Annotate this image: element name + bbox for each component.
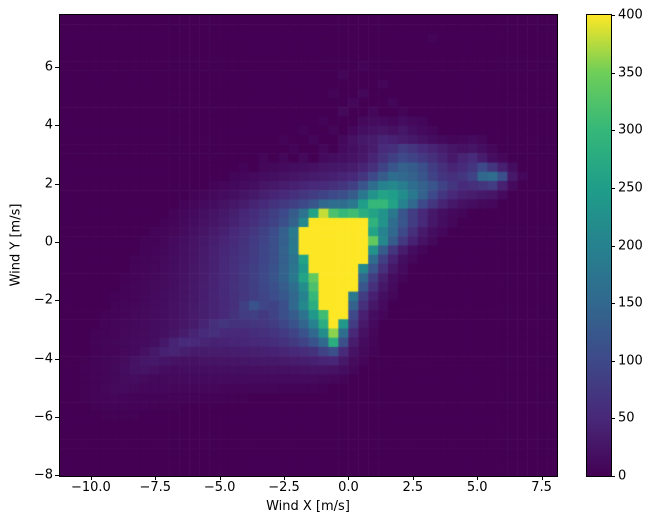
y-tick-label: −2 xyxy=(33,292,53,308)
y-tick-label: −4 xyxy=(33,351,53,367)
y-tick-label: −8 xyxy=(33,467,53,483)
x-tick-label: 0.0 xyxy=(338,480,359,495)
x-tick-mark xyxy=(541,476,543,480)
colorbar xyxy=(586,14,612,477)
x-tick-label: −2.5 xyxy=(268,480,300,495)
colorbar-tick-mark xyxy=(611,303,615,305)
y-tick-label: −6 xyxy=(33,409,53,425)
x-tick-mark xyxy=(284,476,286,480)
y-tick-label: 2 xyxy=(44,176,53,192)
colorbar-tick-mark xyxy=(611,476,615,477)
y-tick-mark xyxy=(55,300,59,302)
y-tick-label: 0 xyxy=(44,234,53,250)
heatmap-plot-area xyxy=(59,14,558,477)
colorbar-tick-mark xyxy=(611,187,615,189)
x-tick-label: 7.5 xyxy=(531,480,552,495)
x-tick-mark xyxy=(348,476,350,480)
x-tick-mark xyxy=(155,476,157,480)
colorbar-tick-label: 200 xyxy=(618,238,643,253)
colorbar-tick-label: 100 xyxy=(618,353,643,369)
x-tick-label: −7.5 xyxy=(139,480,172,495)
x-tick-mark xyxy=(219,476,221,480)
y-tick-mark xyxy=(55,358,59,360)
y-tick-mark xyxy=(55,183,59,185)
colorbar-tick-label: 150 xyxy=(618,295,643,311)
y-tick-label: 4 xyxy=(44,117,53,133)
y-tick-mark xyxy=(55,125,59,127)
x-tick-mark xyxy=(477,476,479,480)
x-tick-label: −5.0 xyxy=(203,480,236,495)
x-tick-label: −10.0 xyxy=(70,480,111,495)
colorbar-tick-mark xyxy=(611,15,615,16)
colorbar-tick-mark xyxy=(611,72,615,74)
colorbar-tick-label: 250 xyxy=(618,180,643,196)
y-tick-mark xyxy=(55,67,59,69)
colorbar-tick-mark xyxy=(611,360,615,362)
y-tick-mark xyxy=(55,416,59,418)
x-tick-label: 5.0 xyxy=(466,480,488,495)
y-tick-mark xyxy=(55,475,59,477)
y-tick-label: 6 xyxy=(44,59,53,75)
y-axis-label: Wind Y [m/s] xyxy=(8,203,24,287)
colorbar-tick-mark xyxy=(611,130,615,132)
x-tick-mark xyxy=(412,476,414,480)
x-tick-mark xyxy=(90,476,92,480)
colorbar-tick-label: 400 xyxy=(618,7,643,23)
heatmap-canvas xyxy=(60,15,557,476)
colorbar-tick-mark xyxy=(611,245,615,247)
colorbar-tick-mark xyxy=(611,418,615,420)
x-tick-label: 2.5 xyxy=(402,480,424,495)
colorbar-tick-label: 300 xyxy=(618,122,643,138)
colorbar-tick-label: 0 xyxy=(618,468,627,484)
colorbar-tick-label: 50 xyxy=(618,410,635,426)
colorbar-tick-label: 350 xyxy=(618,65,643,81)
x-axis-label: Wind X [m/s] xyxy=(266,499,350,514)
y-tick-mark xyxy=(55,242,59,243)
